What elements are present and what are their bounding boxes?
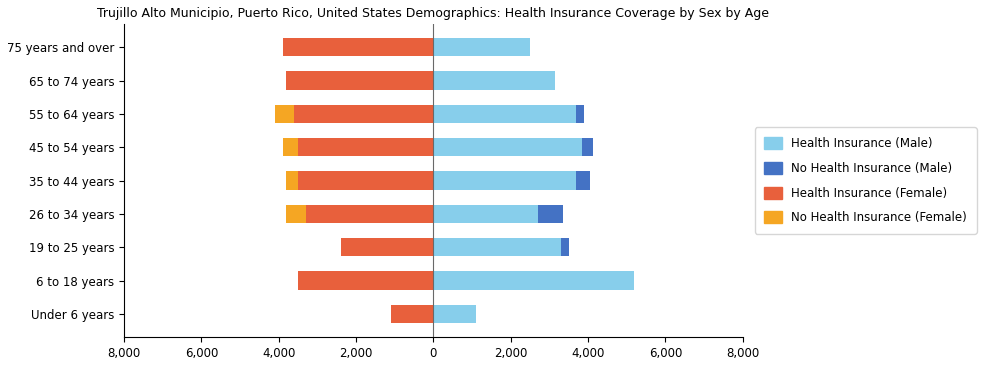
Bar	[582, 138, 593, 156]
Legend: Health Insurance (Male), No Health Insurance (Male), Health Insurance (Female), : Health Insurance (Male), No Health Insur…	[755, 127, 976, 234]
Bar	[287, 205, 305, 223]
Bar	[283, 138, 298, 156]
Bar	[433, 138, 582, 156]
Bar	[298, 272, 433, 290]
Bar	[433, 205, 538, 223]
Bar	[576, 171, 590, 190]
Bar	[433, 38, 530, 57]
Bar	[433, 305, 476, 323]
Bar	[298, 171, 433, 190]
Bar	[298, 138, 433, 156]
Bar	[305, 205, 433, 223]
Bar	[433, 272, 634, 290]
Bar	[433, 238, 561, 257]
Bar	[561, 238, 568, 257]
Bar	[295, 105, 433, 123]
Bar	[433, 171, 576, 190]
Bar	[283, 38, 433, 57]
Title: Trujillo Alto Municipio, Puerto Rico, United States Demographics: Health Insuran: Trujillo Alto Municipio, Puerto Rico, Un…	[98, 7, 769, 20]
Bar	[433, 105, 576, 123]
Bar	[433, 72, 556, 90]
Bar	[287, 171, 298, 190]
Bar	[576, 105, 584, 123]
Bar	[341, 238, 433, 257]
Bar	[287, 72, 433, 90]
Bar	[391, 305, 433, 323]
Bar	[538, 205, 562, 223]
Bar	[275, 105, 295, 123]
